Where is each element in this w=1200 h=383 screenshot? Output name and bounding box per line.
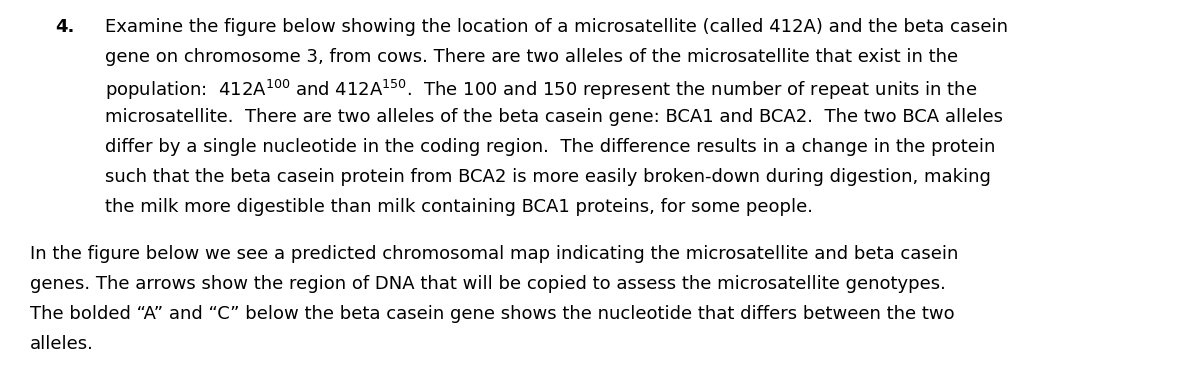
- Text: Examine the figure below showing the location of a microsatellite (called 412A) : Examine the figure below showing the loc…: [106, 18, 1008, 36]
- Text: genes. The arrows show the region of DNA that will be copied to assess the micro: genes. The arrows show the region of DNA…: [30, 275, 946, 293]
- Text: the milk more digestible than milk containing BCA1 proteins, for some people.: the milk more digestible than milk conta…: [106, 198, 814, 216]
- Text: such that the beta casein protein from BCA2 is more easily broken-down during di: such that the beta casein protein from B…: [106, 168, 991, 186]
- Text: The bolded “A” and “C” below the beta casein gene shows the nucleotide that diff: The bolded “A” and “C” below the beta ca…: [30, 305, 955, 323]
- Text: In the figure below we see a predicted chromosomal map indicating the microsatel: In the figure below we see a predicted c…: [30, 245, 959, 263]
- Text: microsatellite.  There are two alleles of the beta casein gene: BCA1 and BCA2.  : microsatellite. There are two alleles of…: [106, 108, 1003, 126]
- Text: population:  412A$^{100}$ and 412A$^{150}$.  The 100 and 150 represent the numbe: population: 412A$^{100}$ and 412A$^{150}…: [106, 78, 977, 102]
- Text: alleles.: alleles.: [30, 335, 94, 353]
- Text: 4.: 4.: [55, 18, 74, 36]
- Text: differ by a single nucleotide in the coding region.  The difference results in a: differ by a single nucleotide in the cod…: [106, 138, 995, 156]
- Text: gene on chromosome 3, from cows. There are two alleles of the microsatellite tha: gene on chromosome 3, from cows. There a…: [106, 48, 958, 66]
